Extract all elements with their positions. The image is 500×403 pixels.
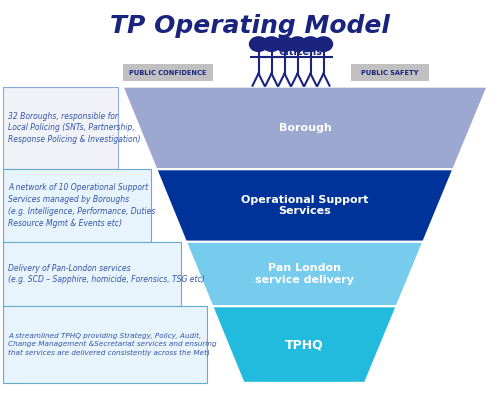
Text: TPHQ: TPHQ: [285, 338, 324, 351]
Text: TP Operating Model: TP Operating Model: [110, 14, 390, 38]
Text: Delivery of Pan-London services
(e.g. SCD – Sapphire, homicide, Forensics, TSG e: Delivery of Pan-London services (e.g. SC…: [8, 264, 205, 285]
Circle shape: [250, 37, 268, 52]
Polygon shape: [186, 242, 424, 306]
Text: PUBLIC SAFETY: PUBLIC SAFETY: [361, 70, 419, 75]
FancyBboxPatch shape: [2, 169, 151, 242]
Circle shape: [276, 37, 293, 52]
Text: Pan London
service delivery: Pan London service delivery: [255, 263, 354, 285]
FancyBboxPatch shape: [2, 242, 181, 306]
Text: PUBLIC CONFIDENCE: PUBLIC CONFIDENCE: [129, 70, 206, 75]
Text: A network of 10 Operational Support
Services managed by Boroughs
(e.g. Intellige: A network of 10 Operational Support Serv…: [8, 183, 156, 228]
FancyBboxPatch shape: [122, 64, 212, 81]
Text: Operational Support
Services: Operational Support Services: [241, 195, 368, 216]
FancyBboxPatch shape: [2, 87, 117, 169]
Text: Borough: Borough: [278, 123, 332, 133]
Polygon shape: [122, 87, 488, 169]
Circle shape: [314, 37, 332, 52]
Circle shape: [302, 37, 320, 52]
Polygon shape: [156, 169, 454, 242]
Text: Citizens: Citizens: [278, 48, 322, 57]
FancyBboxPatch shape: [2, 306, 207, 383]
Polygon shape: [212, 306, 396, 383]
Text: A streamlined TPHQ providing Strategy, Policy, Audit,
Change Management &Secreta: A streamlined TPHQ providing Strategy, P…: [8, 333, 217, 356]
Text: 32 Boroughs, responsible for
Local Policing (SNTs, Partnership,
Response Policin: 32 Boroughs, responsible for Local Polic…: [8, 112, 141, 144]
Circle shape: [288, 37, 306, 52]
Circle shape: [262, 37, 280, 52]
FancyBboxPatch shape: [351, 64, 429, 81]
